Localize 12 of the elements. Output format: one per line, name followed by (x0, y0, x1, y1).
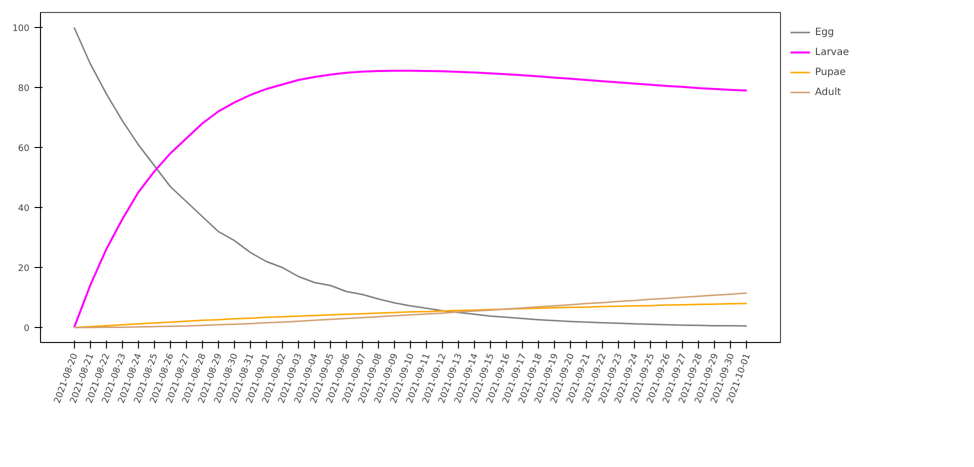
y-tick-label: 80 (18, 84, 30, 94)
legend-label: Egg (815, 26, 835, 38)
legend-label: Adult (815, 86, 842, 98)
legend-label: Larvae (815, 46, 850, 58)
line-series (73, 292, 748, 328)
y-tick-label: 100 (12, 24, 30, 34)
y-tick-label: 40 (18, 204, 30, 214)
y-tick-label: 0 (24, 324, 30, 334)
y-tick-label: 20 (18, 264, 30, 274)
legend-label: Pupae (815, 66, 846, 78)
line-series (73, 302, 748, 328)
y-tick-label: 60 (18, 144, 30, 154)
